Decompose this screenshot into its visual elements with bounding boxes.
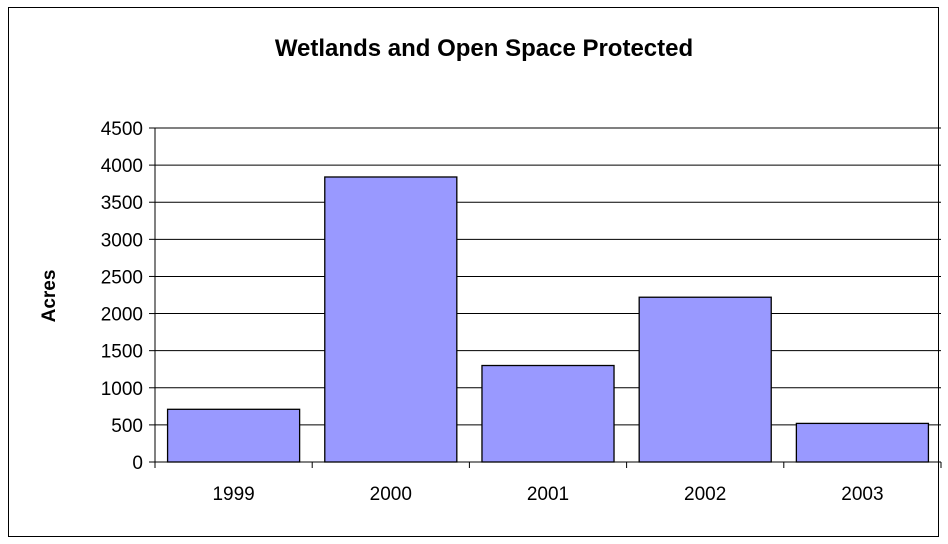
bar-2001 [481,364,615,463]
bar-1999 [166,408,301,463]
chart-frame [8,7,939,537]
y-tick-label: 2500 [101,267,143,288]
bar-2000 [324,176,458,463]
y-tick-label: 4500 [101,119,143,140]
y-axis-label: Acres [39,270,60,323]
y-tick-label: 500 [111,416,143,437]
x-tick-label: 1999 [212,484,254,505]
y-tick-labels: 0 500 1000 1500 2000 2500 3000 3500 4000 4500 [101,119,143,474]
bars [166,176,930,463]
x-tick-label: 2003 [841,484,883,505]
y-tick-label: 4000 [101,156,143,177]
bar-2002 [638,296,772,463]
y-tick-label: 1500 [101,342,143,363]
x-tick-label: 2001 [527,484,569,505]
y-tick-label: 1000 [101,379,143,400]
y-tick-label: 3000 [101,230,143,251]
y-tick-label: 0 [132,453,143,474]
chart-title: Wetlands and Open Space Protected [275,35,693,62]
y-tick-label: 2000 [101,305,143,326]
x-tick-label: 2000 [370,484,412,505]
y-tick-label: 3500 [101,193,143,214]
x-tick-label: 2002 [684,484,726,505]
x-tick-labels: 1999 2000 2001 2002 2003 [212,484,883,505]
bar-2003 [795,422,930,463]
axes [149,127,942,468]
